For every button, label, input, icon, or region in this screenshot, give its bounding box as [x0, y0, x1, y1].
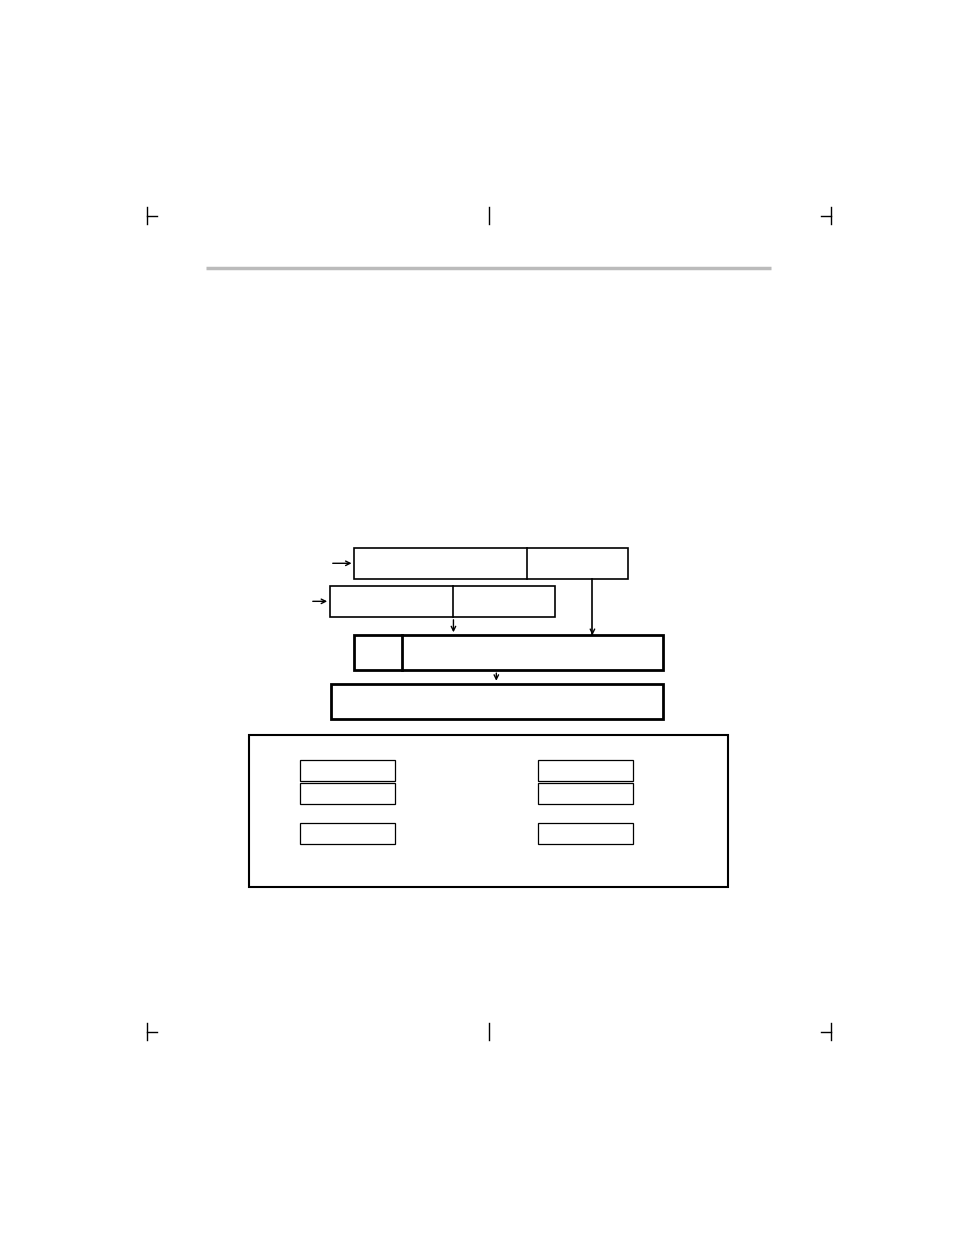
Bar [300, 760, 395, 781]
Bar [331, 684, 662, 719]
Bar [300, 824, 395, 845]
Bar [330, 585, 555, 618]
Bar [354, 635, 662, 671]
Bar [537, 824, 633, 845]
Bar [537, 760, 633, 781]
Bar [300, 783, 395, 804]
Bar [249, 735, 727, 887]
Bar [354, 547, 627, 579]
Bar [537, 783, 633, 804]
